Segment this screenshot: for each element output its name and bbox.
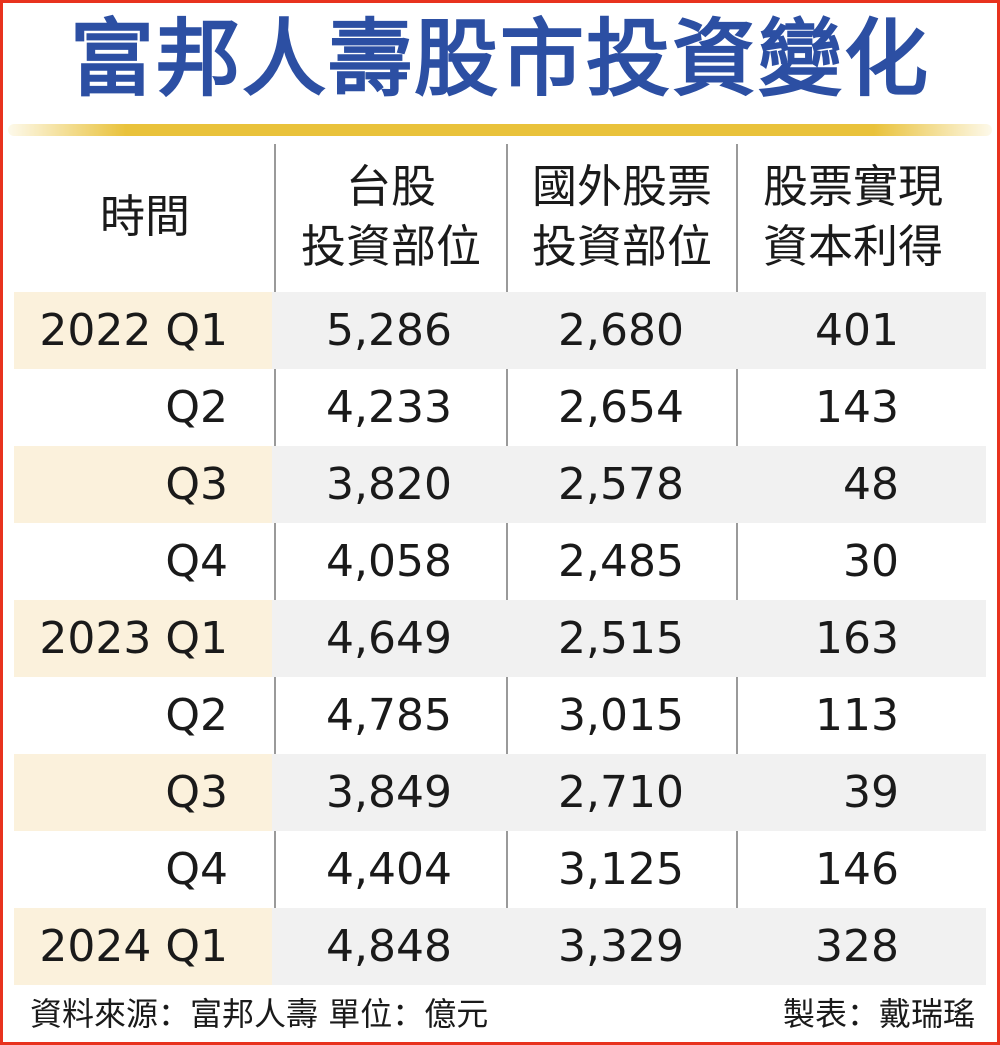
column-divider-3	[736, 144, 738, 984]
cell-time: 2024 Q1	[39, 921, 228, 972]
cell-capital-gain: 48	[843, 459, 899, 510]
cell-capital-gain: 328	[815, 921, 899, 972]
cell-tw-stock: 3,820	[326, 459, 452, 510]
header-capital-gain-line-1: 股票實現	[762, 160, 943, 213]
cell-time: Q4	[165, 844, 228, 895]
footer-source: 資料來源：富邦人壽	[30, 995, 319, 1033]
cell-foreign-stock: 2,680	[558, 305, 684, 356]
cell-foreign-stock: 2,578	[558, 459, 684, 510]
cell-capital-gain: 113	[815, 690, 899, 741]
table-row: 2024 Q1 4,848 3,329 328	[14, 908, 986, 985]
cell-foreign-stock: 2,710	[558, 767, 684, 818]
cell-tw-stock: 4,233	[326, 382, 452, 433]
header-foreign-stock-line-2: 投資部位	[531, 220, 712, 273]
cell-time: 2022 Q1	[39, 305, 228, 356]
header-foreign-stock: 國外股票 投資部位	[508, 144, 736, 290]
table-row: Q3 3,849 2,710 39	[14, 754, 986, 831]
header-foreign-stock-line-1: 國外股票	[531, 160, 712, 213]
header-time-line-1: 時間	[99, 190, 190, 243]
column-divider-2	[506, 144, 508, 984]
cell-capital-gain: 146	[815, 844, 899, 895]
header-capital-gain: 股票實現 資本利得	[738, 144, 968, 290]
cell-tw-stock: 4,058	[326, 536, 452, 587]
cell-time: Q3	[165, 459, 228, 510]
cell-capital-gain: 401	[815, 305, 899, 356]
cell-tw-stock: 4,785	[326, 690, 452, 741]
cell-tw-stock: 3,849	[326, 767, 452, 818]
table-row: Q2 4,233 2,654 143	[14, 369, 986, 446]
table-row: Q3 3,820 2,578 48	[14, 446, 986, 523]
footer-source-unit: 資料來源：富邦人壽 單位：億元	[30, 990, 488, 1038]
cell-foreign-stock: 2,515	[558, 613, 684, 664]
cell-tw-stock: 5,286	[326, 305, 452, 356]
cell-time: Q4	[165, 536, 228, 587]
cell-foreign-stock: 2,485	[558, 536, 684, 587]
table-footer: 資料來源：富邦人壽 單位：億元 製表：戴瑞瑤	[30, 990, 975, 1038]
column-divider-1	[274, 144, 276, 984]
cell-foreign-stock: 3,015	[558, 690, 684, 741]
cell-tw-stock: 4,649	[326, 613, 452, 664]
table-row: Q2 4,785 3,015 113	[14, 677, 986, 754]
cell-foreign-stock: 3,329	[558, 921, 684, 972]
table-row: Q4 4,404 3,125 146	[14, 831, 986, 908]
table-header: 時間 台股 投資部位 國外股票 投資部位 股票實現 資本利得	[0, 144, 1000, 290]
footer-unit: 單位：億元	[328, 995, 489, 1033]
table-row: 2022 Q1 5,286 2,680 401	[14, 292, 986, 369]
cell-time: Q2	[165, 382, 228, 433]
cell-capital-gain: 39	[843, 767, 899, 818]
cell-capital-gain: 143	[815, 382, 899, 433]
cell-tw-stock: 4,404	[326, 844, 452, 895]
title-divider	[8, 124, 992, 136]
header-tw-stock-line-2: 投資部位	[300, 220, 481, 273]
cell-tw-stock: 4,848	[326, 921, 452, 972]
header-time: 時間	[30, 144, 260, 290]
header-capital-gain-line-2: 資本利得	[762, 220, 943, 273]
table-row: 2023 Q1 4,649 2,515 163	[14, 600, 986, 677]
cell-capital-gain: 163	[815, 613, 899, 664]
header-tw-stock: 台股 投資部位	[276, 144, 506, 290]
chart-title: 富邦人壽股市投資變化	[69, 10, 930, 108]
footer-credit: 製表：戴瑞瑤	[782, 995, 975, 1033]
cell-foreign-stock: 3,125	[558, 844, 684, 895]
cell-time: Q2	[165, 690, 228, 741]
cell-capital-gain: 30	[843, 536, 899, 587]
header-tw-stock-line-1: 台股	[345, 160, 436, 213]
cell-time: Q3	[165, 767, 228, 818]
table-row: Q4 4,058 2,485 30	[14, 523, 986, 600]
cell-time: 2023 Q1	[39, 613, 228, 664]
cell-foreign-stock: 2,654	[558, 382, 684, 433]
